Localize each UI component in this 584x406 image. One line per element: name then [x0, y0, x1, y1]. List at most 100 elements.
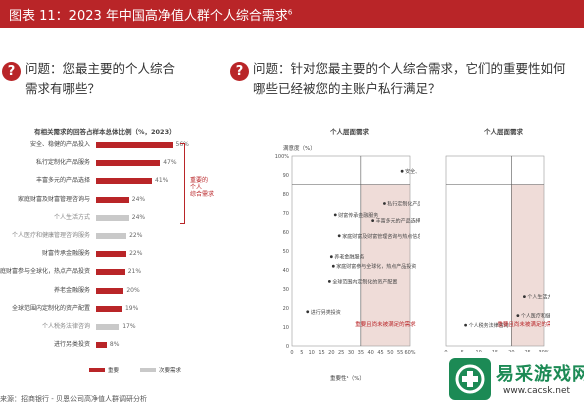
watermark-logo-icon	[449, 358, 491, 400]
bar-value-label: 24%	[131, 213, 146, 221]
scatter-right: 051015202530%个人生活方式个人医疗和健康管理咨询个人税务法律咨询重要…	[444, 155, 550, 356]
right-question-line1: 问题：针对您最主要的个人综合需求，它们的重要性如何	[253, 61, 566, 76]
plot-frame	[445, 155, 545, 347]
question-icon: ?	[230, 62, 249, 81]
watermark-text: 易采游戏网	[496, 364, 584, 385]
y-tick-label: 80	[283, 192, 289, 198]
bar	[96, 160, 161, 167]
scatter-point	[331, 264, 335, 268]
bracket-line	[180, 143, 185, 224]
bar-value-label: 21%	[127, 268, 142, 276]
bar-chart-title: 有相关需求的回答占样本总体比例（%，2023）	[34, 128, 176, 136]
scatter-point-label: 家庭财富参与全球化，热点产品投资	[336, 263, 416, 270]
x-tick-label: 10	[308, 350, 314, 356]
x-tick-label: 25	[338, 350, 344, 356]
bar-category-label: 家庭财富及财富管理咨询与	[17, 195, 90, 203]
bar-value-label: 24%	[131, 195, 146, 203]
bar-category-label: 个人生活方式	[53, 213, 90, 221]
y-tick-label: 60	[283, 230, 289, 236]
x-tick-label: 30	[348, 350, 354, 356]
y-tick-label: 70	[283, 211, 289, 217]
x-tick-label: 45	[377, 350, 383, 356]
x-tick-label: 40	[367, 350, 373, 356]
highlight-region	[511, 184, 544, 346]
scatter-point-label: 财富传承金融服务	[338, 212, 378, 219]
legend-swatch-other	[140, 368, 156, 372]
bracket-label-1: 重要的	[190, 177, 209, 184]
scatter-point	[371, 219, 375, 222]
x-tick-label: 50	[387, 350, 393, 356]
y-tick-label: 90	[283, 173, 289, 179]
y-tick-label: 40	[283, 268, 289, 274]
legend-label-important: 重要	[108, 368, 120, 374]
x-tick-label: 55	[397, 350, 403, 356]
bar	[96, 251, 127, 258]
bar-value-label: 17%	[122, 323, 136, 330]
bar	[96, 287, 124, 294]
bar-category-label: 安全、稳健的产品投入	[29, 141, 90, 148]
bar	[96, 214, 129, 221]
bar	[96, 305, 122, 312]
scatter-point-label: 个人税务法律咨询	[469, 322, 509, 329]
bar-category-label: 财富传承金融服务	[41, 250, 90, 258]
right-question-line2: 哪些已经被您的主账户私行满足？	[253, 81, 441, 96]
scatter-left-ylabel: 满意度（%）	[283, 146, 316, 152]
bar-category-label: 养老金融服务	[53, 286, 90, 294]
y-tick-label: 50	[283, 249, 289, 255]
bar-category-label: 个人税务法律咨询	[41, 323, 90, 330]
scatter-point-label: 私行定制化产品服务	[387, 201, 420, 208]
bar-category-label: 家庭财富参与全球化，热点产品投资	[0, 268, 90, 276]
x-tick-label: 60%	[404, 350, 415, 356]
scatter-point	[333, 213, 337, 217]
y-tick-label: 30	[283, 287, 289, 293]
header-bar	[0, 0, 584, 28]
highlight-region	[360, 184, 410, 346]
scatter-point-label: 丰富多元的产品选择	[376, 218, 420, 225]
scatter-point	[329, 255, 333, 259]
bar-value-label: 56%	[175, 141, 189, 148]
left-question-line2: 需求有哪些？	[25, 81, 101, 96]
bracket-label-3: 综合需求	[190, 191, 215, 198]
scatter-point-label: 家庭财富及财富管理咨询与热点信息规划	[342, 233, 420, 240]
bar-category-label: 丰富多元的产品选择	[35, 177, 90, 185]
bar-category-label: 私行定制化产品服务	[35, 159, 90, 167]
x-tick-label: 35	[358, 350, 364, 356]
scatter-right-title: 个人层面需求	[484, 128, 523, 136]
scatter-point-label: 个人医疗和健康管理咨询	[521, 313, 550, 320]
bar	[96, 196, 129, 203]
highlight-label: 重要且尚未被满足的需求	[497, 320, 550, 328]
x-tick-label: 0	[290, 350, 293, 356]
scatter-point-label: 安全、稳定的产品投入	[405, 168, 420, 175]
watermark: 易采游戏网 www.cacsk.net	[443, 352, 584, 406]
scatter-point	[523, 295, 526, 298]
y-tick-label: 10	[283, 325, 289, 331]
legend-swatch-important	[89, 368, 105, 372]
y-tick-label: 100%	[275, 154, 290, 160]
bar	[96, 269, 125, 276]
bar-category-label: 全球范围内定制化的资产配置	[11, 304, 90, 312]
scatter-left-xlabel: 重要性¹（%）	[330, 376, 365, 382]
bar	[96, 178, 153, 185]
legend-label-other: 次要需求	[159, 368, 182, 374]
y-tick-label: 0	[286, 344, 289, 350]
bar	[96, 342, 107, 349]
scatter-point	[464, 323, 467, 327]
bar-value-label: 8%	[109, 341, 120, 349]
scatter-point-label: 养老金融服务	[334, 254, 364, 261]
bar-chart: 安全、稳健的产品投入 56% 私行定制化产品服务 47% 丰富多元的产品选择 41% 家庭财…	[0, 136, 230, 356]
left-question-line1: 问题：您最主要的个人综合	[25, 61, 176, 76]
bar-value-label: 22%	[129, 232, 143, 239]
bar	[96, 142, 173, 148]
scatter-point	[327, 280, 331, 283]
plot-frame	[291, 155, 411, 347]
bar-value-label: 19%	[124, 304, 139, 312]
source-note: 来源：招商银行 - 贝恩公司高净值人群调研分析	[0, 395, 147, 403]
x-tick-label: 20	[328, 350, 334, 356]
bar-category-label: 进行另类投资	[53, 341, 90, 349]
bracket-label-2: 个人	[190, 184, 203, 191]
scatter-point-label: 全球范围内定制化的资产配置	[332, 278, 397, 285]
scatter-point	[516, 314, 520, 317]
bar	[96, 233, 127, 239]
scatter-point	[306, 310, 310, 314]
bar	[96, 324, 120, 330]
